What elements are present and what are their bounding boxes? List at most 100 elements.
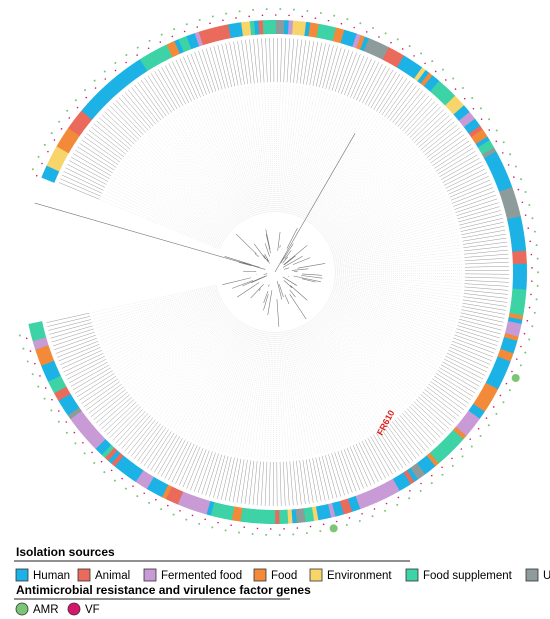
leaf-label — [109, 105, 142, 138]
source-segment — [490, 367, 506, 378]
leaf-label — [54, 334, 96, 350]
vf-dot — [314, 17, 317, 20]
legend-label: VF — [85, 604, 100, 616]
leaf-label — [253, 38, 258, 83]
source-segment — [249, 20, 256, 36]
vf-dot — [531, 267, 533, 269]
source-segment — [512, 284, 527, 291]
source-segment — [84, 103, 98, 117]
source-segment — [359, 36, 370, 52]
leaf-label — [264, 461, 268, 506]
amr-dot — [172, 513, 175, 516]
source-segment — [139, 472, 151, 487]
vf-dot — [378, 36, 380, 38]
amr-dot — [148, 39, 151, 42]
amr-dot — [329, 524, 338, 533]
leaf-label — [381, 429, 407, 466]
vf-dot — [58, 410, 60, 412]
amr-dot — [83, 452, 86, 455]
source-segment — [198, 30, 208, 46]
source-segment — [501, 195, 517, 204]
source-segment — [507, 216, 522, 224]
leaf-label — [325, 46, 338, 89]
vf-dot — [353, 26, 355, 29]
leaf-label — [240, 459, 248, 504]
amr-dot — [488, 118, 491, 121]
vf-dot — [230, 524, 232, 527]
leaf-label — [186, 447, 204, 489]
vf-dot — [521, 201, 524, 204]
leaf-label — [459, 214, 502, 226]
source-segment — [378, 45, 390, 60]
leaf-label — [220, 456, 232, 500]
source-segment — [359, 493, 369, 508]
vf-dot — [420, 482, 422, 485]
source-segment — [494, 174, 510, 185]
vf-dot — [515, 358, 518, 360]
source-segment — [267, 20, 272, 35]
leaf-label — [76, 373, 115, 398]
source-segment — [447, 98, 462, 112]
leaf-label — [137, 425, 164, 462]
source-segment — [452, 426, 467, 440]
leaf-label — [399, 95, 430, 130]
source-segment — [419, 458, 433, 472]
amr-dot — [22, 347, 25, 350]
source-segment — [86, 429, 100, 443]
legend-label: Animal — [95, 570, 130, 582]
source-segment — [31, 333, 47, 342]
leaf-label — [72, 367, 112, 391]
leaf-label — [458, 210, 501, 223]
leaf-label — [321, 455, 334, 499]
leaf-label — [331, 48, 346, 91]
leaf-label — [228, 458, 238, 502]
leaf-label — [213, 46, 226, 89]
amr-dot — [103, 471, 106, 474]
source-segment — [128, 465, 141, 480]
source-segment — [423, 455, 436, 470]
vf-dot — [335, 520, 338, 523]
source-segment — [417, 69, 430, 84]
amr-dot — [26, 360, 29, 363]
genes-legend: AMR VF — [15, 602, 100, 616]
vf-dot — [41, 162, 43, 165]
amr-dot — [66, 109, 69, 112]
source-segment — [214, 503, 223, 518]
source-segment — [504, 329, 520, 338]
leaf-label — [265, 38, 268, 83]
vf-dot — [274, 14, 277, 16]
leaf-label — [364, 439, 386, 479]
legend-dot — [15, 602, 29, 616]
leaf-label — [154, 71, 178, 110]
amr-dot — [58, 120, 61, 123]
vf-dot — [322, 523, 325, 526]
vf-dot — [256, 527, 259, 530]
leaf-label — [420, 121, 455, 151]
amr-dot — [487, 424, 490, 427]
source-segment — [492, 364, 508, 374]
leaf-label — [183, 56, 201, 98]
leaf-label — [361, 440, 383, 481]
source-segment — [463, 118, 478, 131]
source-segment — [271, 20, 277, 35]
vf-dot — [488, 129, 491, 131]
leaf-label — [237, 40, 245, 85]
source-segment — [491, 166, 507, 177]
vf-dot — [248, 15, 250, 18]
leaf-label — [426, 131, 463, 158]
source-segment — [147, 52, 159, 67]
source-segment — [58, 393, 73, 405]
leaf-label — [112, 102, 144, 136]
leaf-label — [443, 358, 484, 380]
legend-label: AMR — [33, 604, 59, 616]
leaf-label — [296, 39, 303, 84]
source-segment — [72, 413, 87, 427]
source-segment — [170, 40, 181, 56]
leaf-label — [244, 460, 251, 505]
source-segment — [468, 407, 483, 420]
leaf-label — [217, 45, 229, 88]
vf-dot — [528, 306, 531, 309]
source-segment — [429, 450, 443, 464]
genes-title: Antimicrobial resistance and virulence f… — [16, 583, 311, 597]
